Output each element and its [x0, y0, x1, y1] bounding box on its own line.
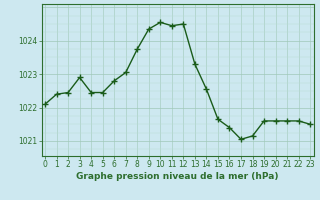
X-axis label: Graphe pression niveau de la mer (hPa): Graphe pression niveau de la mer (hPa)	[76, 172, 279, 181]
